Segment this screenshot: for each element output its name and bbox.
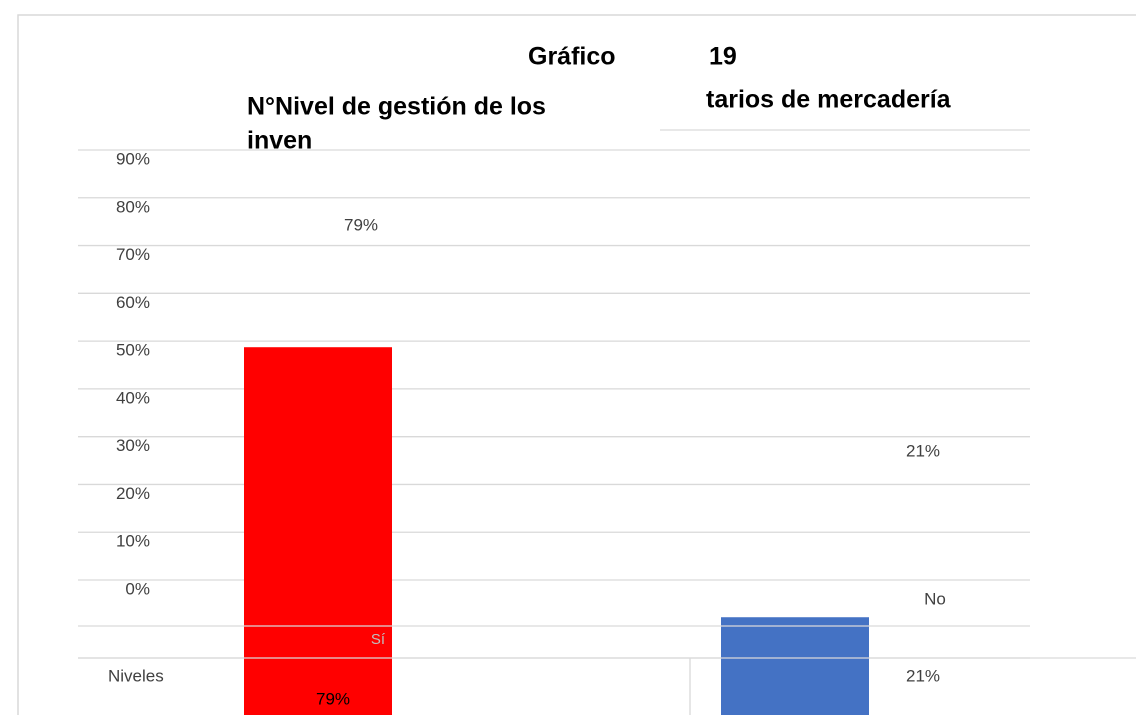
chart-title: N°Nivel de gestión de los [247, 93, 546, 121]
y-tick-label: 0% [125, 579, 150, 598]
y-tick-label: 80% [116, 197, 150, 216]
category-label: Sí [371, 631, 386, 648]
chart-frame [17, 14, 1136, 715]
table-value: 21% [906, 666, 940, 685]
y-tick-label: 10% [116, 532, 150, 551]
x-axis-label: Niveles [108, 666, 164, 685]
y-tick-label: 70% [116, 245, 150, 264]
y-tick-label: 20% [116, 484, 150, 503]
value-label: 21% [906, 441, 940, 460]
bar [721, 617, 869, 715]
y-tick-label: 40% [116, 388, 150, 407]
table-value: 79% [316, 689, 350, 708]
chart-title: Gráfico [528, 43, 616, 71]
chart-title: tarios de mercadería [706, 86, 952, 114]
y-tick-label: 90% [116, 149, 150, 168]
chart-title: 19 [709, 43, 737, 71]
value-label: 79% [344, 215, 378, 234]
y-tick-label: 60% [116, 293, 150, 312]
category-label: No [924, 589, 946, 608]
y-tick-label: 30% [116, 436, 150, 455]
bar [244, 347, 392, 715]
y-tick-label: 50% [116, 341, 150, 360]
